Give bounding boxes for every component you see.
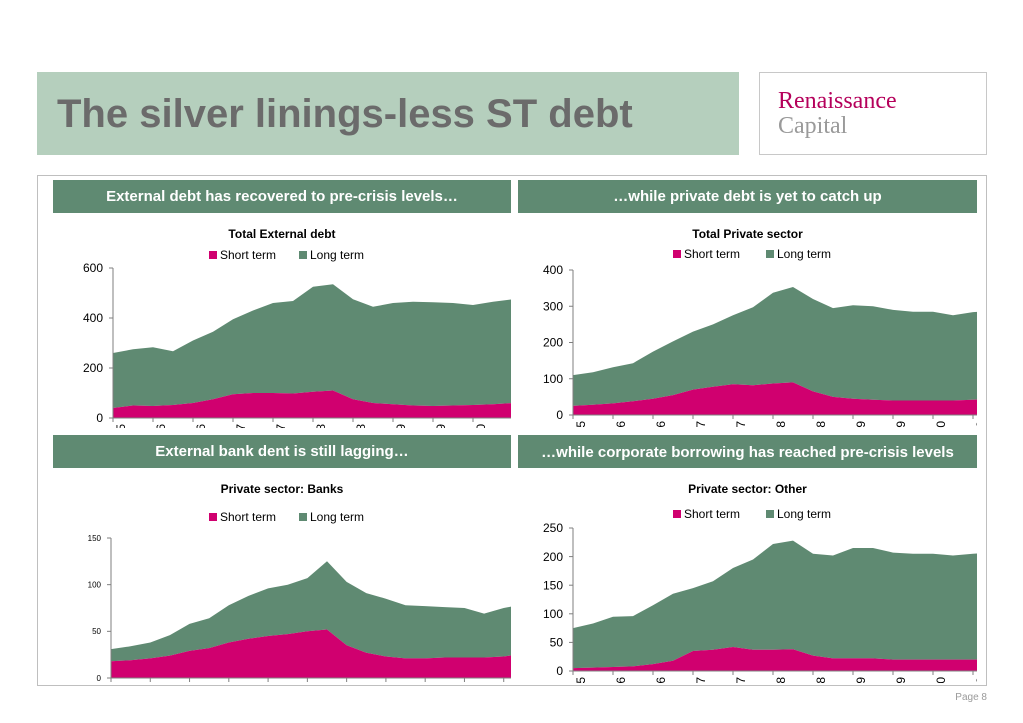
chart-total-private-sector: Total Private sector Short term Long term 0… — [543, 227, 977, 428]
x-tick-label: Jun-07 — [694, 421, 708, 428]
x-tick-label: Dec-08 — [814, 421, 828, 428]
y-tick-label: 0 — [556, 408, 563, 422]
logo: Renaissance Capital — [759, 72, 987, 155]
area-long-term-other — [573, 540, 977, 669]
x-tick-label: Jun-10 — [474, 424, 488, 428]
section-header-external-debt: External debt has recovered to pre-crisi… — [53, 180, 511, 213]
x-tick-label: Dec-06 — [654, 421, 668, 428]
legend-swatch-long-term — [299, 251, 307, 259]
x-tick-label: Dec-09 — [894, 677, 908, 683]
x-tick-label: Dec-05 — [574, 677, 588, 683]
y-tick-label: 300 — [543, 299, 563, 313]
x-tick-label: Dec-08 — [814, 677, 828, 683]
section-header-corporate-borrowing: …while corporate borrowing has reached p… — [518, 435, 977, 468]
title-band: The silver linings-less ST debt — [37, 72, 739, 155]
area-long-term-banks — [111, 561, 511, 662]
legend-swatch-long-term — [299, 513, 307, 521]
x-tick-label: Jun-06 — [614, 677, 628, 683]
y-tick-label: 100 — [88, 580, 102, 589]
x-tick-label: Jun-06 — [614, 421, 628, 428]
legend-swatch-short-term — [209, 251, 217, 259]
y-tick-label: 0 — [96, 411, 103, 425]
area-short-term-other — [573, 647, 977, 671]
x-tick-label: Jun-09 — [854, 677, 868, 683]
legend-swatch-short-term — [673, 250, 681, 258]
x-tick-label: Jun-10 — [934, 421, 948, 428]
y-tick-label: 150 — [543, 578, 563, 592]
section-header-private-debt: …while private debt is yet to catch up — [518, 180, 977, 213]
area-short-term-private-sector — [573, 382, 977, 415]
x-tick-label: Dec-07 — [734, 421, 748, 428]
legend-label-long-term: Long term — [777, 247, 831, 261]
y-tick-label: 600 — [83, 261, 103, 275]
legend-swatch-short-term — [209, 513, 217, 521]
x-tick-label: Dec-06 — [654, 677, 668, 683]
chart-title-external-debt: Total External debt — [228, 227, 335, 241]
content-frame — [37, 175, 987, 686]
x-tick-label: Dec-07 — [274, 424, 288, 428]
legend-label-short-term: Short term — [684, 507, 740, 521]
legend-label-long-term: Long term — [310, 248, 364, 262]
x-tick-label: Jun-10 — [934, 677, 948, 683]
area-short-term-banks — [111, 629, 511, 678]
y-tick-label: 250 — [543, 521, 563, 535]
legend-label-short-term: Short term — [220, 248, 276, 262]
area-long-term-external-debt — [113, 284, 511, 408]
x-tick-label: Jun-09 — [394, 424, 408, 428]
x-tick-label: Dec-09 — [894, 421, 908, 428]
y-tick-label: 200 — [543, 550, 563, 564]
legend-swatch-long-term — [766, 510, 774, 518]
area-long-term-private-sector — [573, 287, 977, 406]
x-tick-label: Jun-06 — [154, 424, 168, 428]
page-title: The silver linings-less ST debt — [57, 92, 633, 136]
logo-text-primary: Renaissance — [778, 88, 897, 114]
x-tick-label: Dec-09 — [434, 424, 448, 428]
x-tick-label: Dec-08 — [354, 424, 368, 428]
x-tick-label: Dec-06 — [194, 424, 208, 428]
y-tick-label: 400 — [543, 263, 563, 277]
legend-label-long-term: Long term — [777, 507, 831, 521]
x-tick-label: Dec-10 — [974, 677, 977, 683]
page-number: Page 8 — [955, 692, 987, 703]
chart-private-sector-other: Private sector: Other Short term Long term… — [543, 482, 977, 683]
x-tick-label: Dec-10 — [974, 421, 977, 428]
chart-title-banks: Private sector: Banks — [221, 482, 344, 496]
legend-label-short-term: Short term — [220, 510, 276, 524]
chart-title-other: Private sector: Other — [688, 482, 807, 496]
y-tick-label: 0 — [97, 674, 102, 683]
y-tick-label: 50 — [92, 627, 101, 636]
x-tick-label: Dec-07 — [734, 677, 748, 683]
legend-label-short-term: Short term — [684, 247, 740, 261]
y-tick-label: 0 — [556, 664, 563, 678]
area-short-term-external-debt — [113, 390, 511, 418]
y-tick-label: 50 — [550, 636, 564, 650]
section-header-bank-debt: External bank dent is still lagging… — [53, 435, 511, 468]
y-tick-label: 200 — [83, 361, 103, 375]
logo-text-secondary: Capital — [778, 113, 848, 139]
x-tick-label: Jun-08 — [314, 424, 328, 428]
x-tick-label: Jun-08 — [774, 677, 788, 683]
y-tick-label: 100 — [543, 372, 563, 386]
x-tick-label: Jun-07 — [694, 677, 708, 683]
chart-private-sector-banks: Private sector: Banks Short term Long term… — [88, 482, 511, 683]
x-tick-label: Dec-05 — [114, 424, 128, 428]
chart-title-private-sector: Total Private sector — [692, 227, 803, 241]
x-tick-label: Jun-09 — [854, 421, 868, 428]
chart-total-external-debt: Total External debt Short term Long term 0 2… — [83, 227, 511, 428]
x-tick-label: Jun-07 — [234, 424, 248, 428]
y-tick-label: 100 — [543, 607, 563, 621]
x-tick-label: Jun-08 — [774, 421, 788, 428]
y-tick-label: 400 — [83, 311, 103, 325]
y-tick-label: 200 — [543, 336, 563, 350]
legend-swatch-short-term — [673, 510, 681, 518]
x-tick-label: Dec-05 — [574, 421, 588, 428]
y-tick-label: 150 — [88, 534, 102, 543]
legend-swatch-long-term — [766, 250, 774, 258]
legend-label-long-term: Long term — [310, 510, 364, 524]
